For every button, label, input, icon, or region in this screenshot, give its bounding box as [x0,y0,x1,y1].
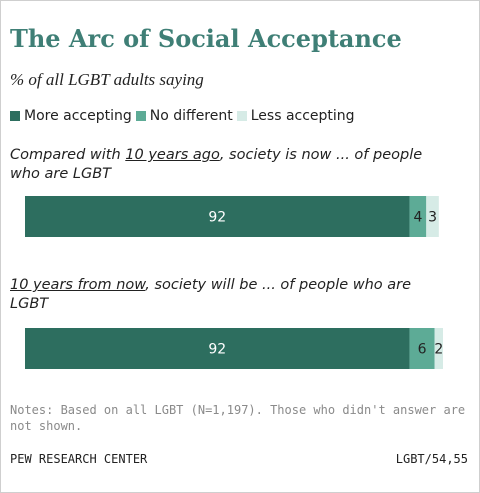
question-label-2: 10 years from now, society will be ... o… [10,277,412,312]
notes: Notes: Based on all LGBT (N=1,197). Thos… [10,403,466,433]
data-label-no-different-row-2: 6 [418,342,427,358]
source-label: PEW RESEARCH CENTER [10,452,148,466]
data-label-less-accepting-row-1: 3 [428,210,437,226]
question-label-1: Compared with 10 years ago, society is n… [10,147,423,182]
data-label-more-accepting-row-2: 92 [208,342,226,358]
bar-segment-more-accepting-row-1 [25,196,410,237]
data-label-more-accepting-row-1: 92 [208,210,226,226]
chart-title: The Arc of Social Acceptance [10,24,402,53]
bar-segment-no-different-row-2 [409,328,435,369]
bar-segment-no-different-row-1 [409,196,427,237]
legend: More accepting No different Less accepti… [10,108,359,124]
data-label-less-accepting-row-2: 2 [434,342,443,358]
legend-item-less-accepting: Less accepting [236,108,355,124]
chart-subtitle: % of all LGBT adults saying [10,70,204,89]
legend-label-more-accepting: More accepting [24,108,132,124]
data-label-no-different-row-1: 4 [413,210,422,226]
legend-item-no-different: No different [135,108,233,124]
legend-swatch-no-different [135,111,146,121]
bar-segment-more-accepting-row-2 [25,328,410,369]
legend-swatch-more-accepting [10,111,20,121]
legend-swatch-less-accepting [236,111,247,121]
legend-label-no-different: No different [149,108,233,124]
reference-label: LGBT/54,55 [395,452,468,466]
legend-label-less-accepting: Less accepting [250,108,355,124]
legend-item-more-accepting: More accepting [10,108,132,124]
bar-segment-less-accepting-row-1 [426,196,439,237]
bar-segment-less-accepting-row-2 [434,328,443,369]
